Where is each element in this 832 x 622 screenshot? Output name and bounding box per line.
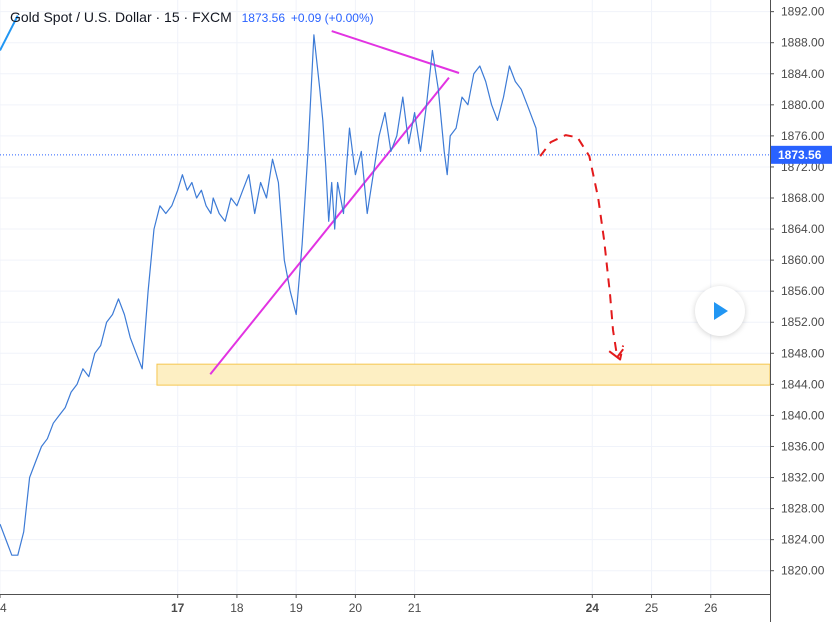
triangle-lower-line (209, 77, 450, 375)
y-tick-label: 1888.00 (781, 36, 825, 50)
price-axis-bg (770, 0, 832, 622)
chart-annotations (0, 15, 771, 386)
y-tick-label: 1884.00 (781, 67, 825, 81)
header-change: +0.09 (+0.00%) (290, 11, 374, 25)
x-tick-label: 14 (0, 601, 7, 615)
chart-grid (0, 0, 770, 594)
y-tick-label: 1844.00 (781, 377, 825, 391)
chart-title: Gold Spot / U.S. Dollar · 15 · FXCM (10, 9, 232, 25)
x-tick-label: 20 (349, 601, 363, 615)
prior-trend-line (0, 15, 19, 51)
support-zone (156, 363, 771, 386)
y-tick-label: 1832.00 (781, 471, 825, 485)
x-tick-label: 24 (586, 601, 600, 615)
y-tick-label: 1864.00 (781, 222, 825, 236)
last-price-label: 1873.56 (778, 148, 822, 162)
projection-arrowhead (608, 348, 624, 359)
y-tick-label: 1820.00 (781, 564, 825, 578)
x-tick-label: 17 (171, 601, 185, 615)
y-tick-label: 1860.00 (781, 253, 825, 267)
price-line (0, 34, 540, 556)
last-price-label-bg (771, 145, 832, 164)
x-tick-label: 26 (704, 601, 718, 615)
y-tick-label: 1880.00 (781, 98, 825, 112)
triangle-upper-line (331, 30, 460, 74)
projection-path (539, 134, 625, 361)
y-tick-label: 1876.00 (781, 129, 825, 143)
chart-header: Gold Spot / U.S. Dollar · 15 · FXCM 1873… (10, 9, 374, 25)
x-tick-label: 21 (408, 601, 422, 615)
y-tick-label: 1868.00 (781, 191, 825, 205)
y-tick-label: 1892.00 (781, 5, 825, 19)
x-tick-label: 18 (230, 601, 244, 615)
y-tick-label: 1824.00 (781, 533, 825, 547)
x-tick-label: 19 (289, 601, 303, 615)
play-button[interactable] (695, 286, 745, 336)
y-tick-label: 1852.00 (781, 315, 825, 329)
x-tick-label: 25 (645, 601, 659, 615)
header-price: 1873.56 (241, 11, 286, 25)
chart-series (0, 34, 625, 556)
y-tick-label: 1840.00 (781, 408, 825, 422)
y-tick-label: 1856.00 (781, 284, 825, 298)
time-axis-bg (0, 594, 770, 622)
play-icon (714, 302, 728, 320)
y-tick-label: 1848.00 (781, 346, 825, 360)
y-tick-label: 1836.00 (781, 439, 825, 453)
y-tick-label: 1828.00 (781, 502, 825, 516)
